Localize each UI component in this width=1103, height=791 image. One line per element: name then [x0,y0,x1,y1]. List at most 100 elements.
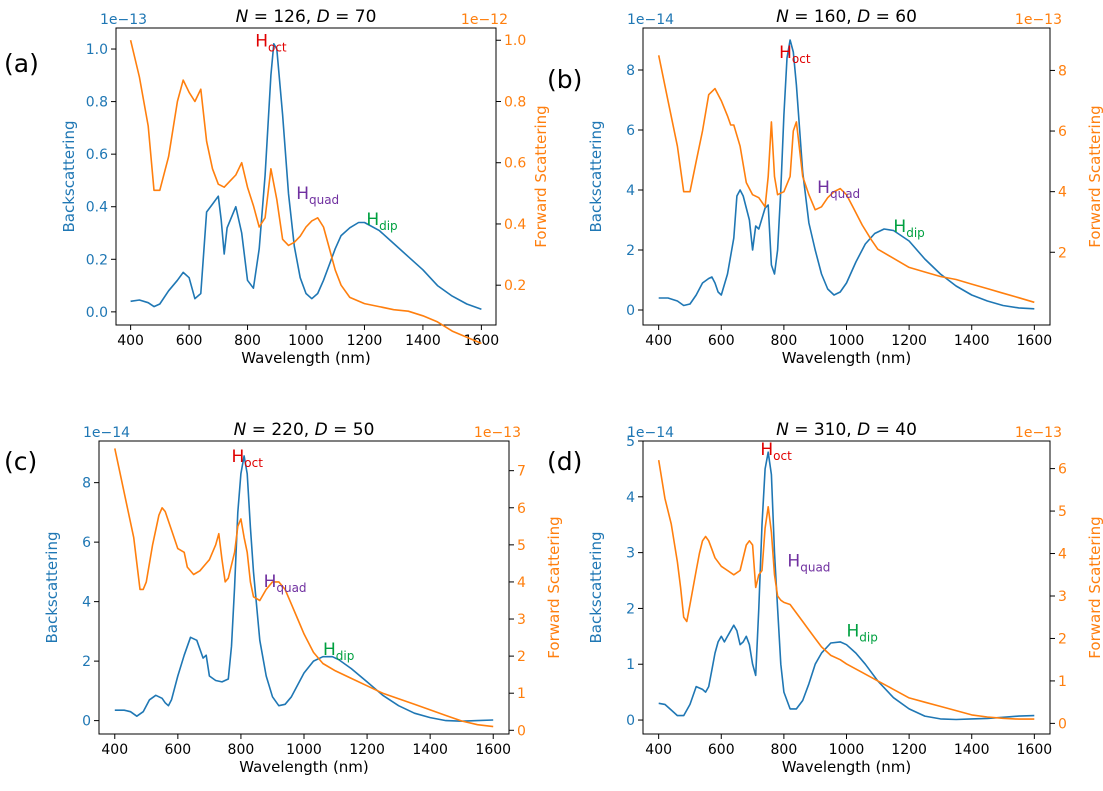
plot-frame [115,27,497,326]
y-right-tick-label: 8 [1058,63,1067,79]
chart-title: N = 310, D = 40 [776,420,917,440]
y-right-tick-label: 1.0 [504,33,526,49]
annotation-main: H [323,640,336,660]
y-right-tick-label: 0.6 [504,156,526,172]
annotation-h-oct: Hoct [232,447,264,470]
y-left-exponent: 1e−14 [627,425,674,441]
x-tick-label: 1600 [464,333,500,349]
title-part: N [776,420,789,440]
title-part: = 50 [328,420,375,440]
y-right-tick-label: 6 [1058,462,1067,478]
panel-label: (c) [4,447,37,476]
x-tick-label: 400 [645,742,672,758]
annotation-main: H [232,447,245,467]
x-tick-label: 600 [708,333,735,349]
y-left-tick-label: 0.8 [86,95,108,111]
annotation-h-oct: Hoct [760,440,792,463]
y-left-tick-label: 4 [82,595,91,611]
annotation-h-quad: Hquad [787,552,830,575]
x-tick-label: 1600 [1017,333,1053,349]
annotation-h-dip: Hdip [323,640,354,663]
backscattering-line [658,39,1035,310]
annotation-subscript: dip [906,226,925,240]
y-right-tick-label: 0 [517,723,526,739]
y-left-tick-label: 4 [626,183,635,199]
y-right-exponent: 1e−13 [1015,425,1062,441]
y-right-exponent: 1e−13 [474,425,521,441]
y-right-axis-label: Forward Scattering [1086,105,1103,247]
y-left-exponent: 1e−14 [83,425,130,441]
annotation-subscript: quad [830,187,860,201]
title-part: = 160, [789,7,857,27]
annotation-main: H [893,217,906,237]
y-right-tick-label: 6 [517,501,526,517]
annotation-subscript: oct [268,40,287,54]
y-right-tick-label: 1 [1058,674,1067,690]
y-left-tick-label: 0 [626,303,635,319]
y-right-tick-label: 0 [1058,716,1067,732]
x-tick-label: 600 [708,742,735,758]
y-right-tick-label: 2 [517,649,526,665]
forward-scattering-line [657,55,1035,304]
annotation-subscript: quad [309,193,339,207]
annotation-h-dip: Hdip [366,210,397,233]
y-left-tick-label: 2 [82,654,91,670]
annotation-main: H [255,31,268,51]
x-tick-label: 800 [771,742,798,758]
annotation-h-quad: Hquad [817,178,860,201]
x-tick-label: 1400 [412,742,448,758]
y-left-tick-label: 0 [82,714,91,730]
annotation-main: H [264,572,277,592]
chart-title: N = 220, D = 50 [234,420,375,440]
panel-label: (a) [4,49,39,78]
x-tick-label: 400 [117,333,144,349]
chart-title: N = 126, D = 70 [236,7,377,27]
x-axis-label: Wavelength (nm) [239,758,369,776]
annotation-subscript: oct [792,52,811,66]
y-left-tick-label: 2 [626,601,635,617]
x-tick-label: 1000 [829,742,865,758]
y-right-tick-label: 3 [517,612,526,628]
y-left-exponent: 1e−13 [100,12,147,28]
annotation-subscript: quad [276,581,306,595]
annotation-subscript: quad [800,561,830,575]
x-tick-label: 800 [234,333,261,349]
x-tick-label: 600 [176,333,203,349]
x-tick-label: 1600 [475,742,511,758]
annotation-h-quad: Hquad [296,184,339,207]
title-part: D [857,7,870,27]
annotation-h-quad: Hquad [264,572,307,595]
y-left-tick-label: 5 [626,434,635,450]
y-right-tick-label: 6 [1058,124,1067,140]
y-left-axis-label: Backscattering [43,531,61,643]
title-part: D [317,7,330,27]
annotation-main: H [787,552,800,572]
y-right-tick-label: 5 [517,538,526,554]
title-part: N [234,420,247,440]
y-left-tick-label: 4 [626,490,635,506]
y-right-tick-label: 2 [1058,245,1067,261]
x-tick-label: 1400 [954,742,990,758]
backscattering-line [130,42,482,310]
title-part: N [236,7,249,27]
x-tick-label: 400 [645,333,672,349]
title-part: = 60 [870,7,917,27]
y-left-tick-label: 1.0 [86,42,108,58]
annotation-main: H [366,210,379,230]
x-tick-label: 1000 [829,333,865,349]
annotation-subscript: dip [379,219,398,233]
y-left-tick-label: 6 [82,535,91,551]
y-left-tick-label: 0.2 [86,252,108,268]
y-right-tick-label: 1 [517,686,526,702]
annotation-h-oct: Hoct [779,43,811,66]
x-tick-label: 1600 [1017,742,1053,758]
x-axis-label: Wavelength (nm) [782,758,912,776]
title-part: = 70 [330,7,377,27]
forward-scattering-line [114,448,494,728]
y-right-exponent: 1e−13 [1015,12,1062,28]
y-left-tick-label: 0.6 [86,147,108,163]
y-left-axis-label: Backscattering [587,531,605,643]
y-left-axis-label: Backscattering [587,120,605,232]
